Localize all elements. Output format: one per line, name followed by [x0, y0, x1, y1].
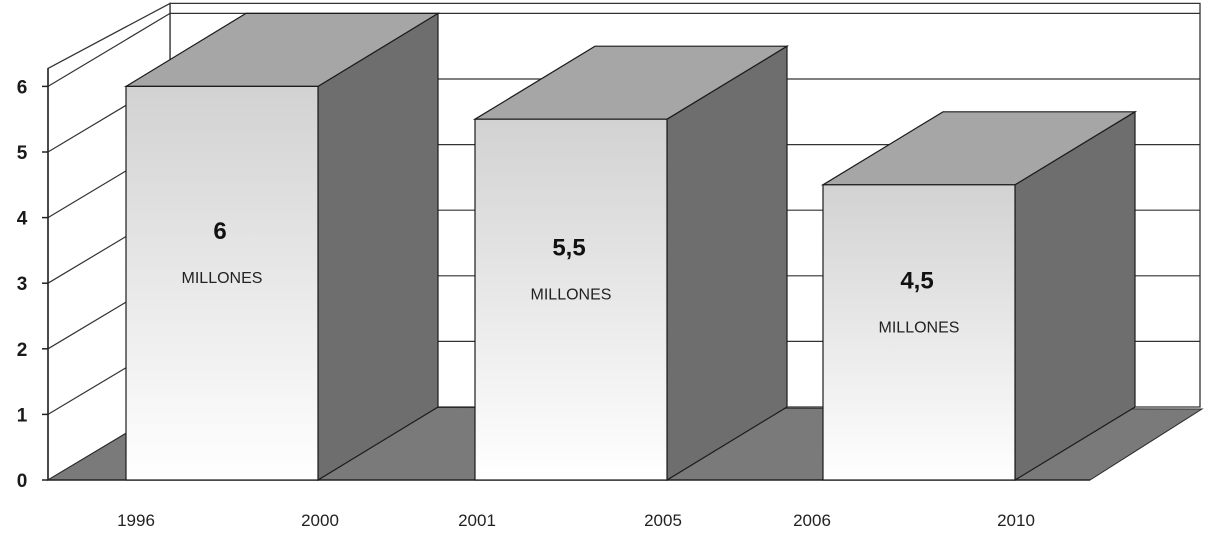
y-tick-label-4: 4 [17, 209, 28, 230]
bar-1 [472, 45, 790, 482]
data-label-value-1: 5,5 [552, 235, 585, 262]
y-tick-label-2: 2 [17, 340, 28, 361]
y-tick-label-1: 1 [17, 405, 28, 426]
x-tick-label-3: 2005 [644, 511, 682, 530]
y-tick-label-5: 5 [17, 143, 28, 164]
y-tick-label-0: 0 [17, 471, 28, 492]
bar-front-2 [822, 184, 1016, 481]
x-tick-label-4: 2006 [793, 511, 831, 530]
x-axis-ticks: 1996 2000 2001 2005 2006 2010 [117, 511, 1035, 530]
data-label-value-2: 4,5 [900, 267, 933, 294]
y-tick-label-6: 6 [17, 77, 28, 98]
x-tick-label-5: 2010 [997, 511, 1035, 530]
y-axis-ticks: 0 1 2 3 4 5 6 [17, 77, 28, 492]
bar-front-1 [474, 118, 668, 481]
data-label-value-0: 6 [213, 218, 226, 245]
x-tick-label-1: 2000 [301, 511, 339, 530]
bar-side-0 [317, 12, 439, 482]
y-tick-label-3: 3 [17, 274, 28, 295]
data-labels: 6 MILLONES 5,5 MILLONES 4,5 MILLONES [182, 218, 960, 336]
bar-side-1 [666, 45, 788, 482]
data-label-unit-1: MILLONES [531, 287, 612, 304]
data-label-unit-0: MILLONES [182, 270, 263, 287]
bar-front-0 [125, 85, 319, 481]
bar-2 [820, 110, 1138, 482]
data-label-unit-2: MILLONES [879, 319, 960, 336]
bars [123, 12, 1138, 482]
side-gridline-6 [47, 12, 171, 87]
x-tick-label-0: 1996 [117, 511, 155, 530]
bar-0 [123, 12, 441, 482]
x-tick-label-2: 2001 [458, 511, 496, 530]
